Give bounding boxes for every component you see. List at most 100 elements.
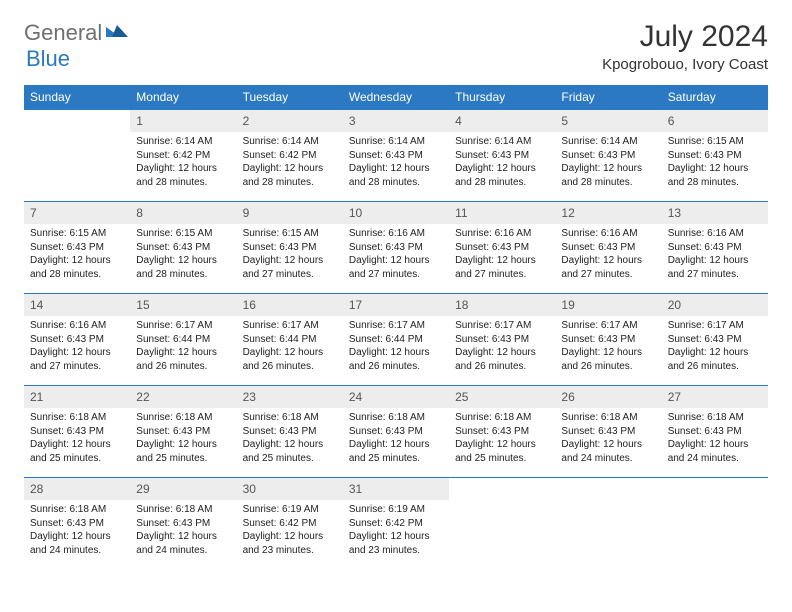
day-cell: Sunrise: 6:18 AMSunset: 6:43 PMDaylight:…: [24, 500, 130, 569]
logo: General: [24, 20, 130, 46]
logo-flag-icon: [106, 23, 128, 44]
day-number: 28: [24, 478, 130, 501]
day-cell: Sunrise: 6:15 AMSunset: 6:43 PMDaylight:…: [130, 224, 236, 294]
day-number: 19: [555, 294, 661, 317]
daynum-row: 78910111213: [24, 202, 768, 225]
content-row: Sunrise: 6:16 AMSunset: 6:43 PMDaylight:…: [24, 316, 768, 386]
calendar-body: 123456Sunrise: 6:14 AMSunset: 6:42 PMDay…: [24, 110, 768, 570]
daynum-row: 123456: [24, 110, 768, 133]
day-number: [24, 110, 130, 133]
day-number: 6: [662, 110, 768, 133]
day-cell: Sunrise: 6:18 AMSunset: 6:43 PMDaylight:…: [555, 408, 661, 478]
day-number: [662, 478, 768, 501]
logo-blue-wrap: Blue: [26, 46, 70, 72]
content-row: Sunrise: 6:18 AMSunset: 6:43 PMDaylight:…: [24, 408, 768, 478]
day-number: 17: [343, 294, 449, 317]
day-number: 13: [662, 202, 768, 225]
day-cell: Sunrise: 6:15 AMSunset: 6:43 PMDaylight:…: [662, 132, 768, 202]
content-row: Sunrise: 6:18 AMSunset: 6:43 PMDaylight:…: [24, 500, 768, 569]
day-cell: [24, 132, 130, 202]
day-cell: Sunrise: 6:14 AMSunset: 6:42 PMDaylight:…: [130, 132, 236, 202]
day-number: 25: [449, 386, 555, 409]
day-cell: [449, 500, 555, 569]
dow-saturday: Saturday: [662, 85, 768, 110]
day-cell: Sunrise: 6:18 AMSunset: 6:43 PMDaylight:…: [662, 408, 768, 478]
day-number: 24: [343, 386, 449, 409]
day-cell: Sunrise: 6:16 AMSunset: 6:43 PMDaylight:…: [449, 224, 555, 294]
day-number: [555, 478, 661, 501]
dow-thursday: Thursday: [449, 85, 555, 110]
dow-monday: Monday: [130, 85, 236, 110]
day-cell: Sunrise: 6:17 AMSunset: 6:44 PMDaylight:…: [130, 316, 236, 386]
day-number: 11: [449, 202, 555, 225]
day-cell: Sunrise: 6:18 AMSunset: 6:43 PMDaylight:…: [343, 408, 449, 478]
day-number: 31: [343, 478, 449, 501]
day-cell: Sunrise: 6:17 AMSunset: 6:44 PMDaylight:…: [343, 316, 449, 386]
day-cell: Sunrise: 6:19 AMSunset: 6:42 PMDaylight:…: [343, 500, 449, 569]
day-cell: Sunrise: 6:17 AMSunset: 6:44 PMDaylight:…: [237, 316, 343, 386]
dow-row: Sunday Monday Tuesday Wednesday Thursday…: [24, 85, 768, 110]
day-cell: Sunrise: 6:14 AMSunset: 6:42 PMDaylight:…: [237, 132, 343, 202]
daynum-row: 28293031: [24, 478, 768, 501]
day-number: 26: [555, 386, 661, 409]
day-number: 20: [662, 294, 768, 317]
dow-wednesday: Wednesday: [343, 85, 449, 110]
day-cell: Sunrise: 6:17 AMSunset: 6:43 PMDaylight:…: [555, 316, 661, 386]
day-number: 2: [237, 110, 343, 133]
day-number: 7: [24, 202, 130, 225]
content-row: Sunrise: 6:14 AMSunset: 6:42 PMDaylight:…: [24, 132, 768, 202]
location: Kpogrobouo, Ivory Coast: [602, 56, 768, 73]
title-block: July 2024 Kpogrobouo, Ivory Coast: [602, 20, 768, 73]
day-number: 9: [237, 202, 343, 225]
day-number: 5: [555, 110, 661, 133]
day-number: 22: [130, 386, 236, 409]
day-cell: Sunrise: 6:18 AMSunset: 6:43 PMDaylight:…: [130, 500, 236, 569]
day-cell: Sunrise: 6:15 AMSunset: 6:43 PMDaylight:…: [237, 224, 343, 294]
day-number: 16: [237, 294, 343, 317]
day-number: 1: [130, 110, 236, 133]
day-number: 27: [662, 386, 768, 409]
day-cell: [555, 500, 661, 569]
day-cell: Sunrise: 6:17 AMSunset: 6:43 PMDaylight:…: [449, 316, 555, 386]
day-number: 12: [555, 202, 661, 225]
day-number: 21: [24, 386, 130, 409]
day-number: 18: [449, 294, 555, 317]
daynum-row: 14151617181920: [24, 294, 768, 317]
content-row: Sunrise: 6:15 AMSunset: 6:43 PMDaylight:…: [24, 224, 768, 294]
day-cell: Sunrise: 6:18 AMSunset: 6:43 PMDaylight:…: [24, 408, 130, 478]
day-cell: Sunrise: 6:16 AMSunset: 6:43 PMDaylight:…: [555, 224, 661, 294]
dow-friday: Friday: [555, 85, 661, 110]
day-cell: Sunrise: 6:16 AMSunset: 6:43 PMDaylight:…: [24, 316, 130, 386]
day-cell: Sunrise: 6:18 AMSunset: 6:43 PMDaylight:…: [237, 408, 343, 478]
day-cell: Sunrise: 6:18 AMSunset: 6:43 PMDaylight:…: [449, 408, 555, 478]
day-number: 10: [343, 202, 449, 225]
day-cell: Sunrise: 6:17 AMSunset: 6:43 PMDaylight:…: [662, 316, 768, 386]
day-number: 29: [130, 478, 236, 501]
day-number: 8: [130, 202, 236, 225]
day-cell: [662, 500, 768, 569]
header: General July 2024 Kpogrobouo, Ivory Coas…: [24, 20, 768, 73]
day-cell: Sunrise: 6:16 AMSunset: 6:43 PMDaylight:…: [343, 224, 449, 294]
day-number: 3: [343, 110, 449, 133]
day-number: 15: [130, 294, 236, 317]
dow-tuesday: Tuesday: [237, 85, 343, 110]
calendar-table: Sunday Monday Tuesday Wednesday Thursday…: [24, 85, 768, 569]
day-number: 4: [449, 110, 555, 133]
logo-text-1: General: [24, 20, 102, 46]
day-cell: Sunrise: 6:14 AMSunset: 6:43 PMDaylight:…: [449, 132, 555, 202]
day-cell: Sunrise: 6:16 AMSunset: 6:43 PMDaylight:…: [662, 224, 768, 294]
day-cell: Sunrise: 6:15 AMSunset: 6:43 PMDaylight:…: [24, 224, 130, 294]
calendar-page: General July 2024 Kpogrobouo, Ivory Coas…: [0, 0, 792, 589]
day-cell: Sunrise: 6:14 AMSunset: 6:43 PMDaylight:…: [555, 132, 661, 202]
day-cell: Sunrise: 6:14 AMSunset: 6:43 PMDaylight:…: [343, 132, 449, 202]
logo-text-2: Blue: [26, 46, 70, 71]
day-number: 23: [237, 386, 343, 409]
dow-sunday: Sunday: [24, 85, 130, 110]
month-title: July 2024: [602, 20, 768, 54]
day-number: 30: [237, 478, 343, 501]
day-cell: Sunrise: 6:19 AMSunset: 6:42 PMDaylight:…: [237, 500, 343, 569]
day-number: 14: [24, 294, 130, 317]
daynum-row: 21222324252627: [24, 386, 768, 409]
day-number: [449, 478, 555, 501]
day-cell: Sunrise: 6:18 AMSunset: 6:43 PMDaylight:…: [130, 408, 236, 478]
